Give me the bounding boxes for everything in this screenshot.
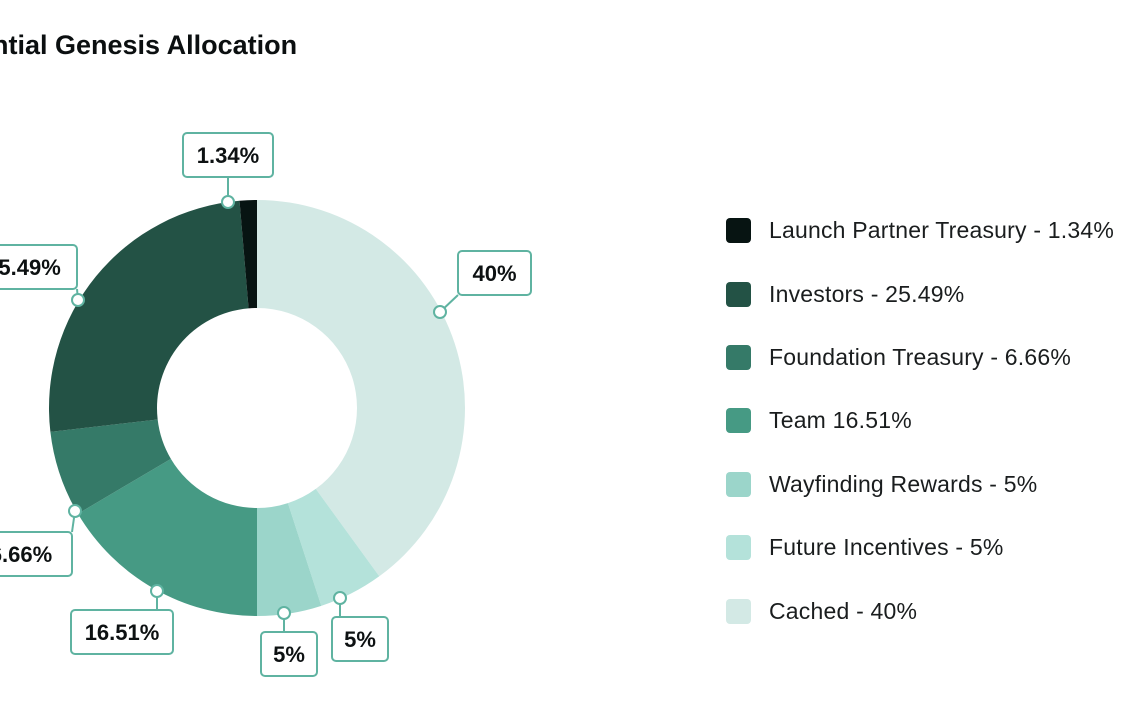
- label-value: 1.34%: [197, 143, 259, 168]
- label-value: 6.66%: [0, 542, 52, 567]
- legend-item-foundation-treasury[interactable]: Foundation Treasury - 6.66%: [726, 326, 1114, 389]
- legend-label: Wayfinding Rewards - 5%: [769, 470, 1038, 497]
- anchor-dot: [221, 195, 235, 209]
- anchor-dot: [71, 293, 85, 307]
- label-value: 16.51%: [85, 620, 160, 645]
- anchor-dot: [333, 591, 347, 605]
- anchor-dot: [150, 584, 164, 598]
- legend-swatch: [726, 218, 751, 244]
- label-box: [182, 132, 274, 178]
- anchor-dot: [433, 305, 447, 319]
- legend-label: Future Incentives - 5%: [769, 534, 1004, 561]
- label-value: 5%: [344, 627, 376, 652]
- data-label-investors: 25.49%: [0, 244, 85, 307]
- label-value: 40%: [472, 261, 516, 286]
- chart-title: tential Genesis Allocation: [0, 30, 298, 60]
- legend-label: Cached - 40%: [769, 597, 918, 624]
- labels-layer: 40% 5% 5% 16.51% 6.66% 25.49% 1.34%: [0, 132, 532, 677]
- slice-foundation-treasury[interactable]: [50, 419, 171, 514]
- legend-item-investors[interactable]: Investors - 25.49%: [726, 262, 1114, 325]
- label-box: [0, 531, 73, 577]
- legend-swatch: [726, 598, 751, 624]
- legend-item-future-incentives[interactable]: Future Incentives - 5%: [726, 516, 1114, 579]
- legend-label: Foundation Treasury - 6.66%: [769, 343, 1072, 370]
- anchor-dot: [277, 606, 291, 620]
- label-value: 25.49%: [0, 255, 61, 280]
- legend-label: Launch Partner Treasury - 1.34%: [769, 217, 1114, 244]
- data-label-cached: 40%: [433, 250, 532, 319]
- slice-cached[interactable]: [257, 200, 465, 577]
- slice-investors[interactable]: [49, 200, 249, 432]
- legend-swatch: [726, 471, 751, 497]
- anchor-dot: [68, 504, 82, 518]
- slice-launch-partner-treasury[interactable]: [239, 200, 257, 309]
- data-label-team: 16.51%: [70, 584, 174, 655]
- legend-swatch: [726, 535, 751, 561]
- slice-wayfinding-rewards[interactable]: [257, 503, 322, 616]
- legend-item-wayfinding-rewards[interactable]: Wayfinding Rewards - 5%: [726, 453, 1114, 516]
- data-label-foundation-treasury: 6.66%: [0, 504, 82, 577]
- data-label-launch-partner-treasury: 1.34%: [182, 132, 274, 209]
- label-box: [331, 616, 389, 662]
- legend-swatch: [726, 408, 751, 434]
- legend-swatch: [726, 281, 751, 307]
- data-label-wayfinding-rewards: 5%: [260, 606, 318, 677]
- label-value: 5%: [273, 642, 305, 667]
- slice-future-incentives[interactable]: [287, 488, 380, 606]
- label-box: [70, 609, 174, 655]
- slices-layer: [49, 200, 465, 616]
- legend-label: Investors - 25.49%: [769, 280, 965, 307]
- slice-team[interactable]: [77, 458, 257, 616]
- legend-item-cached[interactable]: Cached - 40%: [726, 579, 1114, 642]
- chart-legend: Launch Partner Treasury - 1.34% Investors…: [726, 199, 1114, 643]
- legend-label: Team 16.51%: [769, 407, 912, 434]
- legend-swatch: [726, 344, 751, 370]
- legend-item-team[interactable]: Team 16.51%: [726, 389, 1114, 452]
- legend-item-launch-partner-treasury[interactable]: Launch Partner Treasury - 1.34%: [726, 199, 1114, 262]
- data-label-future-incentives: 5%: [331, 591, 389, 662]
- label-box: [457, 250, 532, 296]
- label-box: [260, 631, 318, 677]
- label-box: [0, 244, 78, 290]
